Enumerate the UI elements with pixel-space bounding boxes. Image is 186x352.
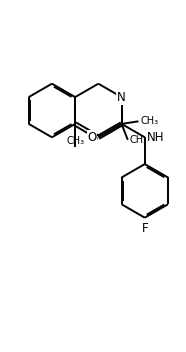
Text: CH₃: CH₃ — [140, 116, 159, 126]
Text: O: O — [87, 131, 96, 144]
Text: NH: NH — [147, 131, 164, 144]
Text: CH₃: CH₃ — [130, 135, 148, 145]
Text: CH₃: CH₃ — [66, 136, 84, 146]
Text: N: N — [117, 90, 126, 103]
Text: F: F — [141, 222, 148, 235]
